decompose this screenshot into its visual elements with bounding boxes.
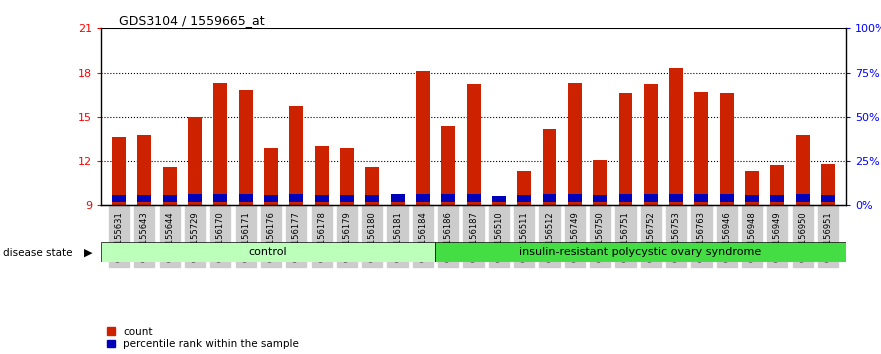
Bar [467, 194, 480, 202]
Bar [315, 195, 329, 202]
Bar [745, 195, 759, 202]
Bar [796, 194, 810, 202]
Bar [315, 146, 329, 205]
Bar [137, 135, 152, 205]
Bar [441, 126, 455, 205]
Bar [366, 195, 379, 202]
Bar [239, 90, 253, 205]
Bar [821, 164, 835, 205]
Text: ▶: ▶ [84, 248, 93, 258]
Text: disease state: disease state [3, 248, 72, 258]
Bar [441, 194, 455, 202]
Bar [568, 83, 581, 205]
Bar [770, 195, 784, 202]
Bar [543, 129, 557, 205]
Bar [821, 195, 835, 202]
Bar [435, 242, 846, 262]
Bar [163, 195, 177, 202]
Bar [163, 167, 177, 205]
Bar [188, 117, 202, 205]
Bar [112, 137, 126, 205]
Bar [568, 194, 581, 202]
Bar [239, 194, 253, 202]
Bar [593, 195, 607, 202]
Bar [340, 195, 354, 202]
Bar [264, 148, 278, 205]
Bar [644, 84, 658, 205]
Bar [137, 195, 152, 202]
Bar [745, 171, 759, 205]
Bar [618, 194, 633, 202]
Bar [720, 93, 734, 205]
Bar [770, 166, 784, 205]
Legend: count, percentile rank within the sample: count, percentile rank within the sample [107, 327, 299, 349]
Bar [694, 194, 708, 202]
Bar [213, 194, 227, 202]
Bar [720, 194, 734, 202]
Bar [543, 194, 557, 202]
Text: control: control [248, 247, 287, 257]
Bar [289, 194, 303, 202]
Bar [517, 171, 531, 205]
Bar [101, 242, 435, 262]
Text: GDS3104 / 1559665_at: GDS3104 / 1559665_at [119, 14, 264, 27]
Bar [416, 194, 430, 202]
Bar [390, 194, 404, 202]
Bar [593, 160, 607, 205]
Bar [517, 195, 531, 202]
Bar [492, 199, 506, 205]
Bar [390, 198, 404, 205]
Bar [188, 194, 202, 202]
Bar [694, 92, 708, 205]
Bar [670, 68, 683, 205]
Bar [112, 195, 126, 202]
Bar [644, 194, 658, 202]
Bar [416, 71, 430, 205]
Text: insulin-resistant polycystic ovary syndrome: insulin-resistant polycystic ovary syndr… [519, 247, 761, 257]
Bar [366, 167, 379, 205]
Bar [492, 196, 506, 202]
Bar [670, 194, 683, 202]
Bar [796, 135, 810, 205]
Bar [289, 107, 303, 205]
Bar [213, 83, 227, 205]
Bar [340, 148, 354, 205]
Bar [618, 93, 633, 205]
Bar [467, 84, 480, 205]
Bar [264, 195, 278, 202]
